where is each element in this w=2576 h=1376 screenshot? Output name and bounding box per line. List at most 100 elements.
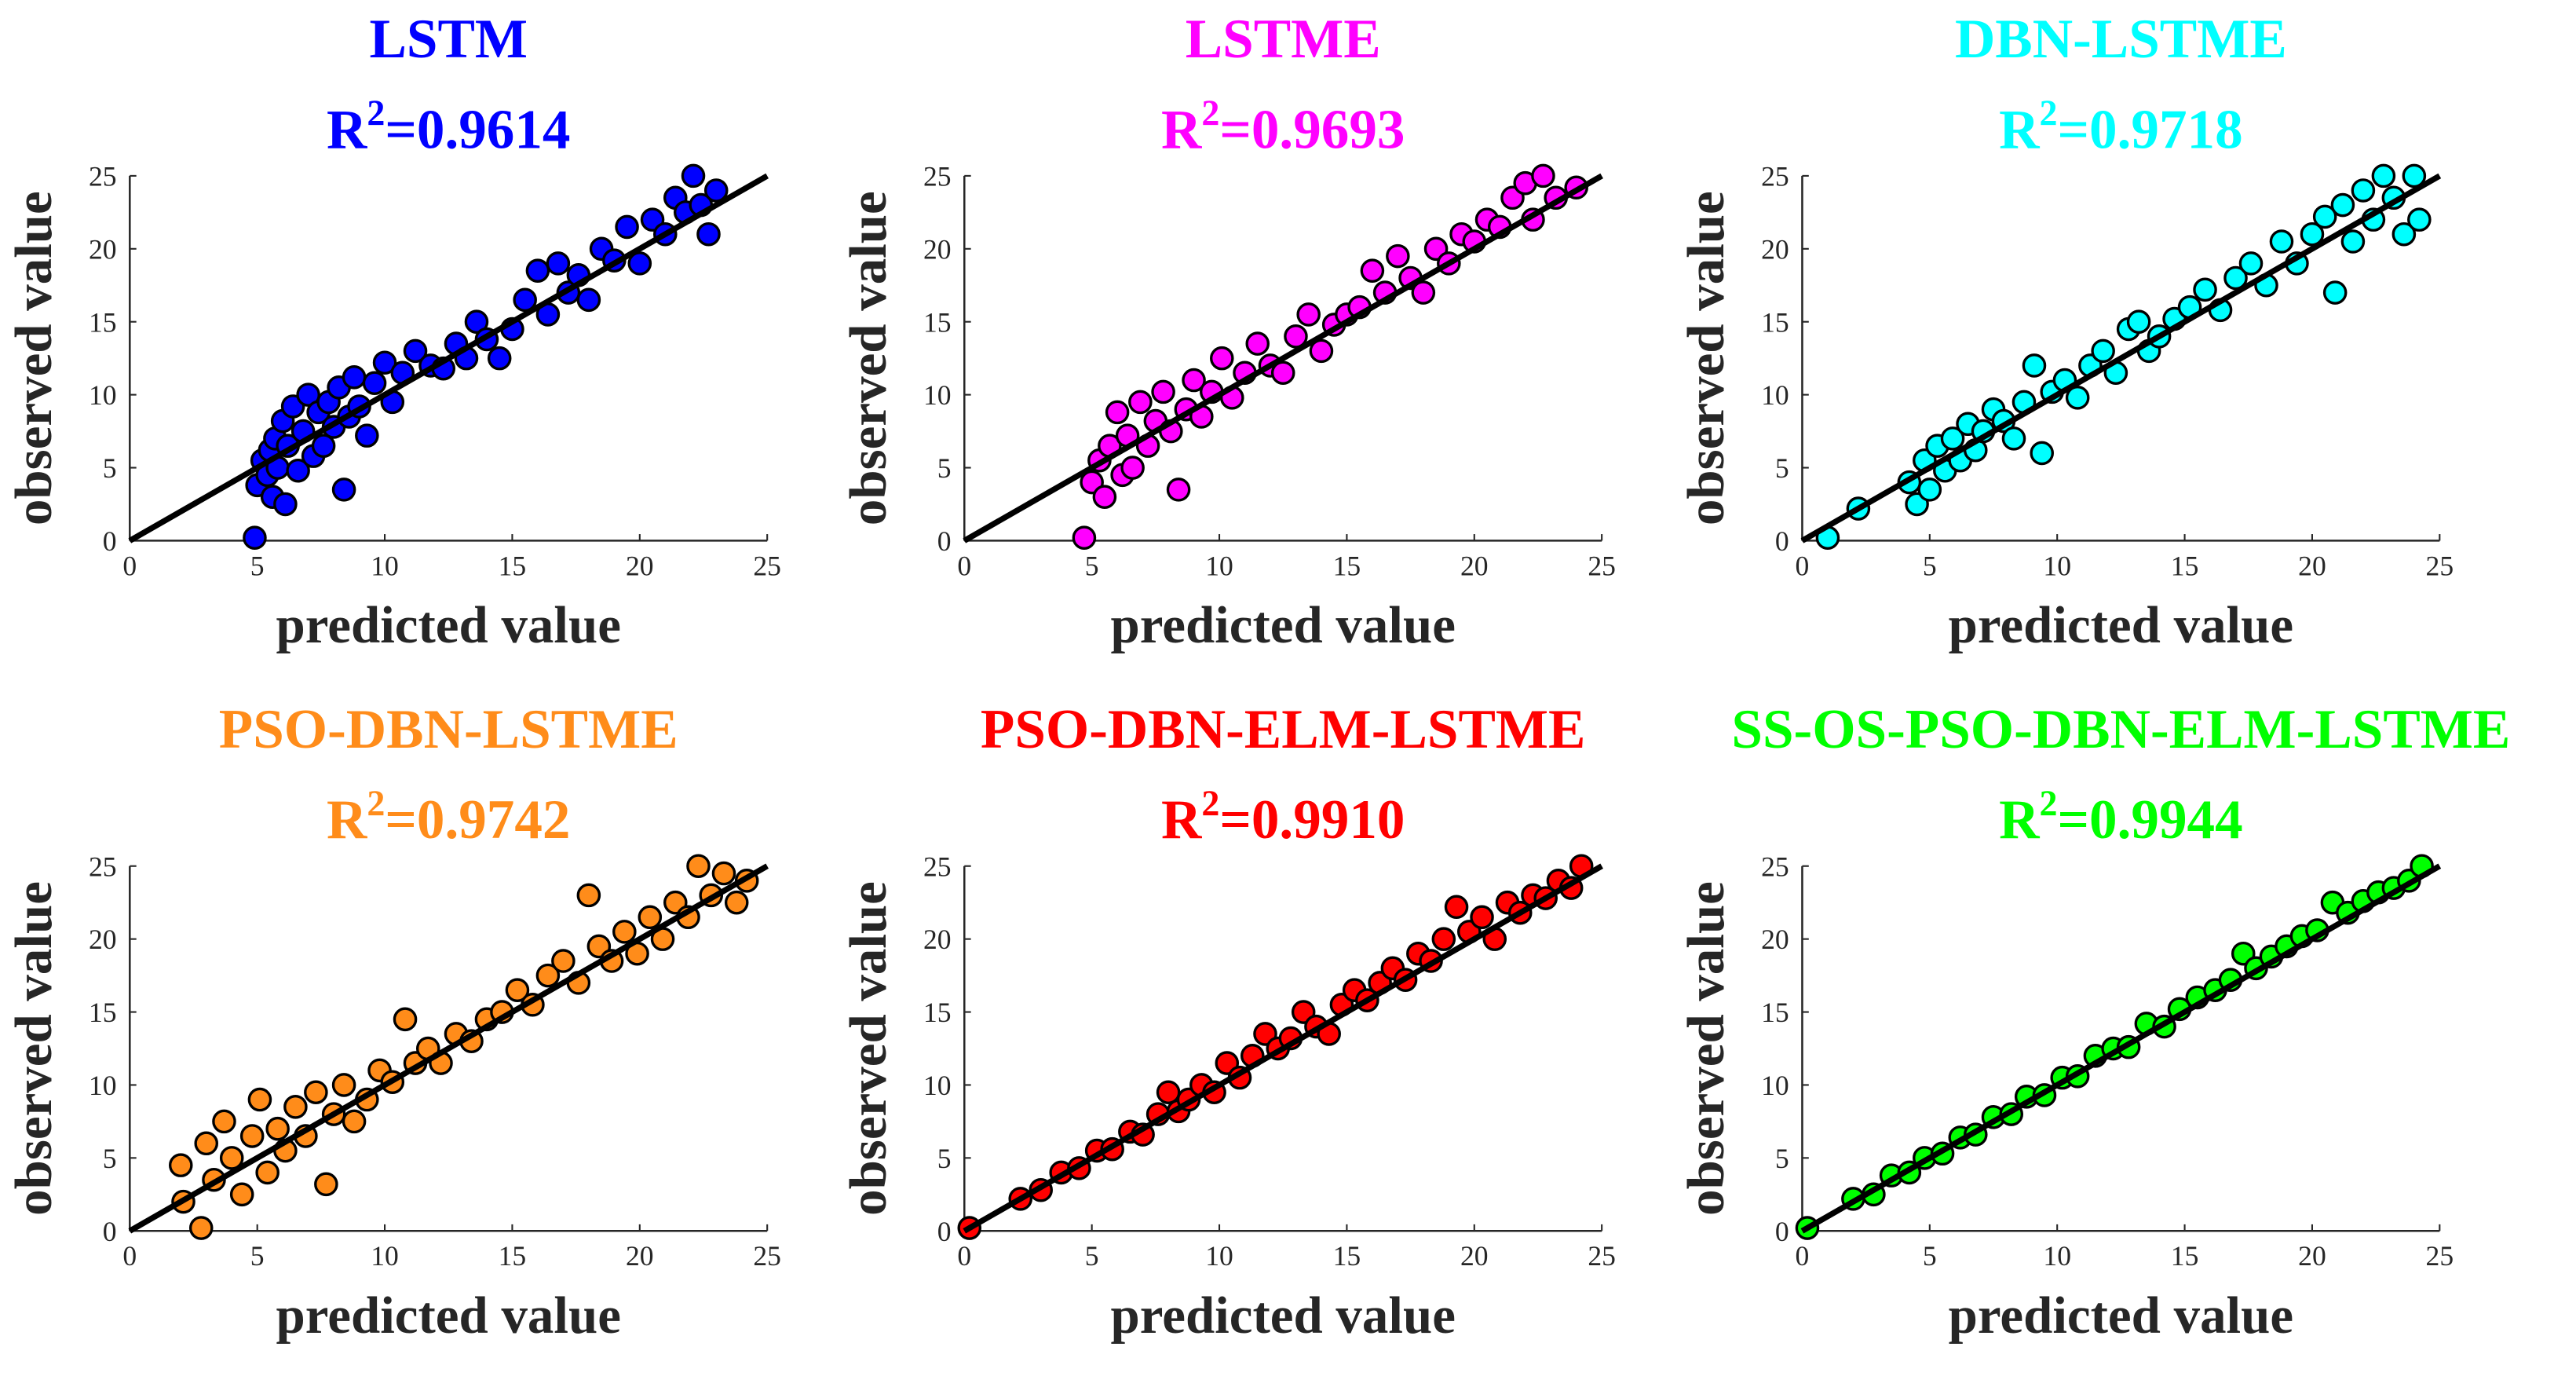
data-point <box>1284 324 1308 349</box>
data-point <box>194 1131 219 1156</box>
r-squared-value: =0.9718 <box>2058 99 2243 160</box>
y-tick-label: 20 <box>89 924 117 955</box>
data-point <box>1245 331 1270 356</box>
data-point <box>314 1172 338 1197</box>
data-point <box>505 978 530 1002</box>
data-point <box>535 963 561 988</box>
data-point <box>331 1073 356 1097</box>
x-tick-label: 0 <box>122 1240 137 1272</box>
data-point <box>1128 390 1153 415</box>
x-axis-label: predicted value <box>276 596 621 654</box>
y-tick-label: 15 <box>923 306 952 338</box>
y-tick-label: 0 <box>1775 525 1789 557</box>
data-point <box>1360 258 1385 283</box>
data-point <box>686 854 711 879</box>
x-tick-label: 15 <box>499 1240 527 1272</box>
data-point <box>229 1182 254 1207</box>
data-point <box>2030 441 2054 466</box>
y-tick-label: 25 <box>89 160 117 192</box>
y-tick-label: 5 <box>1775 1143 1789 1174</box>
x-tick-label: 10 <box>2043 1240 2071 1272</box>
data-point <box>1072 525 1097 550</box>
r-symbol: R <box>327 99 367 160</box>
x-tick-label: 15 <box>2171 1240 2199 1272</box>
x-tick-label: 10 <box>1205 550 1233 581</box>
y-axis-label: observed value <box>839 881 897 1216</box>
data-point <box>362 371 387 396</box>
data-point <box>2126 309 2151 334</box>
scatter-panel: PSO-DBN-LSTME R2=0.9742 0 5 10 15 20 25 0 5 10 15 20… <box>5 699 781 1345</box>
r-squared-label: R2=0.9944 <box>1999 783 2243 851</box>
x-tick-label: 25 <box>1588 1240 1616 1272</box>
x-axis-label: predicted value <box>1949 1286 2293 1345</box>
y-tick-label: 20 <box>1761 924 1789 955</box>
scatter-panel: PSO-DBN-ELM-LSTME R2=0.9910 0 5 10 15 20 25 0 5 10… <box>839 699 1616 1345</box>
x-axis-label: predicted value <box>1111 1286 1456 1345</box>
x-tick-label: 5 <box>250 1240 265 1272</box>
x-tick-label: 15 <box>1333 1240 1361 1272</box>
y-tick-label: 15 <box>89 306 117 338</box>
panel-title: SS-OS-PSO-DBN-ELM-LSTME <box>1731 699 2510 760</box>
y-tick-label: 5 <box>1775 452 1789 484</box>
data-point <box>1531 163 1555 188</box>
x-tick-label: 0 <box>957 1240 971 1272</box>
r-squared-value: =0.9742 <box>385 789 570 851</box>
r-exponent: 2 <box>1201 93 1219 133</box>
scatter-panel: DBN-LSTME R2=0.9718 0 5 10 15 20 25 0 5 10 15 20 25 pr… <box>1677 9 2454 654</box>
fit-line <box>128 173 769 543</box>
x-tick-label: 10 <box>1205 1240 1233 1272</box>
y-tick-label: 20 <box>923 233 952 265</box>
y-tick-label: 10 <box>89 1070 117 1101</box>
data-point <box>2312 204 2337 229</box>
data-point <box>283 1095 308 1119</box>
y-tick-label: 10 <box>89 379 117 411</box>
x-tick-label: 20 <box>1460 1240 1489 1272</box>
y-tick-label: 10 <box>1761 379 1789 411</box>
data-point <box>255 1160 280 1185</box>
r-exponent: 2 <box>367 783 385 823</box>
y-axis-label: observed value <box>5 881 63 1216</box>
x-tick-label: 10 <box>2043 550 2071 581</box>
fit-line <box>1800 863 2442 1234</box>
x-tick-label: 10 <box>371 550 399 581</box>
data-point <box>2022 353 2047 378</box>
data-point <box>1156 1080 1181 1105</box>
x-tick-label: 20 <box>2298 550 2326 581</box>
x-tick-label: 0 <box>1796 1240 1810 1272</box>
r-symbol: R <box>1999 99 2040 160</box>
data-point <box>265 1116 290 1141</box>
data-point <box>1917 478 1942 502</box>
data-point <box>487 346 512 371</box>
data-point <box>331 478 356 502</box>
y-tick-label: 0 <box>937 1216 952 1247</box>
r-symbol: R <box>1999 789 2040 851</box>
x-tick-label: 0 <box>122 550 137 581</box>
data-point <box>1120 456 1145 480</box>
scatter-panel: SS-OS-PSO-DBN-ELM-LSTME R2=0.9944 0 5 10 15 20… <box>1677 699 2510 1345</box>
r-squared-value: =0.9944 <box>2058 789 2243 851</box>
y-tick-label: 20 <box>89 233 117 265</box>
data-point <box>576 287 601 313</box>
data-point <box>696 221 721 247</box>
data-point <box>1182 368 1206 393</box>
y-axis-label: observed value <box>5 191 63 525</box>
panel-title: LSTME <box>1186 9 1381 70</box>
y-tick-label: 25 <box>923 851 952 882</box>
x-tick-label: 15 <box>1333 550 1361 581</box>
data-point <box>612 920 637 944</box>
data-point <box>2402 163 2427 188</box>
data-point <box>627 251 652 276</box>
x-tick-label: 25 <box>753 550 781 581</box>
data-point <box>239 1124 265 1148</box>
y-tick-label: 0 <box>1775 1216 1789 1247</box>
data-point <box>703 178 729 203</box>
x-axis-label: predicted value <box>1949 596 2293 654</box>
data-point <box>2091 339 2115 364</box>
panel-title: LSTM <box>369 9 528 70</box>
data-point <box>1092 485 1117 509</box>
data-point <box>546 251 571 276</box>
x-tick-label: 25 <box>2426 550 2454 581</box>
data-point <box>1431 927 1456 951</box>
